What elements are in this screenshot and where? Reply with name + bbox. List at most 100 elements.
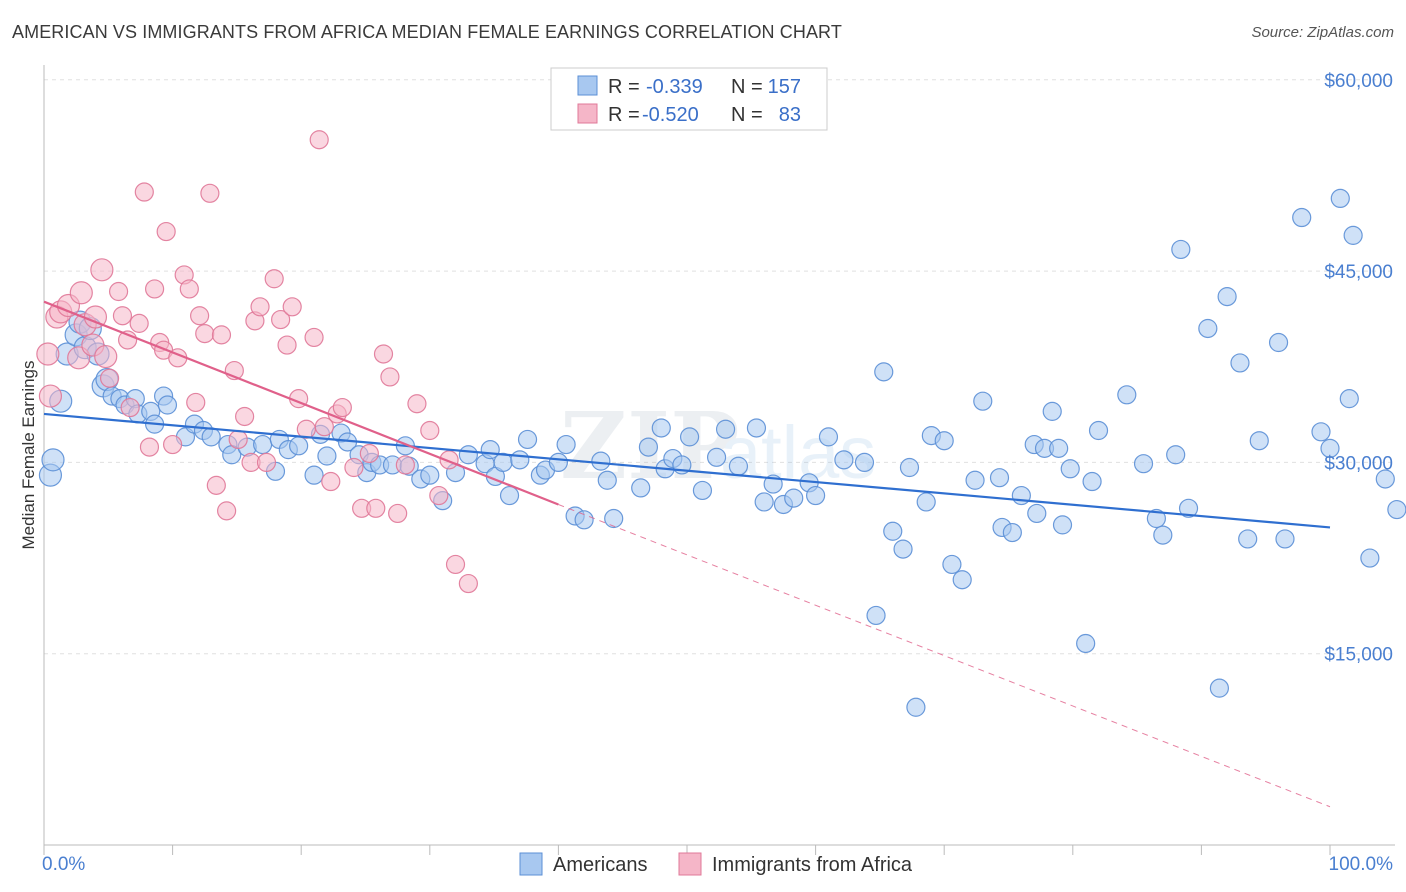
americans-point	[989, 468, 1010, 488]
americans-point	[1117, 385, 1137, 405]
legend-n-label-1: N =	[731, 76, 763, 98]
y-tick-label-1: $30,000	[1324, 453, 1393, 474]
africa-point	[195, 323, 215, 344]
africa-point	[120, 397, 140, 418]
americans-point	[834, 450, 854, 470]
americans-point	[1146, 508, 1166, 529]
africa-point	[264, 269, 284, 289]
americans-point	[1238, 529, 1258, 549]
africa-point	[217, 501, 237, 521]
bottom-swatch-americans	[519, 852, 543, 876]
africa-points	[36, 130, 478, 594]
watermark: ZIP atlas	[560, 392, 876, 500]
legend-n-label-2: N =	[731, 104, 763, 126]
africa-point	[420, 420, 440, 441]
americans-point	[854, 452, 875, 472]
africa-point	[373, 344, 394, 364]
americans-point	[651, 418, 671, 438]
africa-point	[94, 344, 118, 369]
americans-point	[1166, 445, 1186, 465]
africa-point	[277, 335, 297, 355]
africa-point	[200, 183, 220, 203]
americans-point	[1343, 225, 1363, 245]
americans-point	[510, 450, 530, 470]
americans-point	[1339, 389, 1359, 409]
legend-r-label-1: R =	[608, 76, 640, 98]
legend-swatch-africa	[577, 103, 598, 124]
africa-point	[458, 573, 478, 594]
africa-point	[380, 367, 400, 387]
americans-point	[728, 456, 749, 476]
americans-point	[317, 446, 337, 466]
americans-point	[942, 554, 962, 575]
americans-point	[746, 418, 767, 438]
africa-point	[134, 182, 154, 202]
americans-point	[893, 539, 913, 559]
africa-point	[314, 417, 334, 437]
x-tick-labels: 0.0% 100.0%	[42, 854, 1393, 875]
americans-point	[706, 447, 727, 467]
africa-point	[429, 485, 449, 506]
africa-point	[282, 297, 302, 317]
africa-point	[144, 279, 165, 299]
y-tick-label-3: $60,000	[1324, 71, 1393, 92]
americans-point	[973, 391, 993, 411]
americans-point	[679, 427, 700, 447]
americans-point	[201, 427, 221, 447]
africa-point	[309, 130, 329, 150]
americans-point	[591, 451, 611, 471]
grid-lines	[44, 79, 1395, 655]
americans-point	[1042, 401, 1062, 421]
americans-point	[304, 465, 324, 485]
americans-point	[1088, 420, 1109, 441]
africa-point	[359, 443, 379, 464]
americans-point	[866, 605, 886, 626]
africa-point	[304, 327, 324, 348]
americans-point	[1198, 318, 1218, 339]
americans-point	[1375, 469, 1395, 489]
americans-point	[556, 434, 576, 455]
x-tick-label-1: 100.0%	[1329, 854, 1394, 875]
africa-point	[228, 429, 248, 450]
americans-point	[965, 470, 985, 490]
x-tick-label-0: 0.0%	[42, 854, 85, 875]
legend-n-value-americans: 157	[768, 76, 801, 98]
americans-point	[1082, 471, 1102, 492]
chart-title: AMERICAN VS IMMIGRANTS FROM AFRICA MEDIA…	[12, 22, 842, 42]
americans-point	[517, 429, 538, 450]
americans-point	[1320, 438, 1340, 458]
americans-point	[1330, 188, 1350, 209]
bottom-swatch-africa	[678, 852, 702, 876]
americans-point	[458, 445, 478, 465]
americans-point	[952, 570, 972, 590]
americans-point	[1311, 422, 1331, 442]
africa-point	[388, 503, 408, 524]
americans-point	[253, 434, 273, 455]
africa-point	[156, 221, 176, 242]
americans-point	[818, 427, 839, 447]
y-axis-label: Median Female Earnings	[19, 361, 38, 550]
americans-point	[906, 697, 926, 717]
americans-point	[604, 508, 624, 529]
americans-point	[754, 492, 774, 512]
americans-point	[1249, 431, 1269, 451]
legend-swatch-americans	[577, 75, 598, 96]
americans-point	[499, 485, 520, 506]
americans-point	[1133, 454, 1154, 474]
africa-point	[108, 281, 129, 302]
africa-point	[211, 325, 232, 345]
americans-point	[1178, 498, 1199, 518]
africa-point	[90, 258, 114, 282]
americans-point	[1292, 207, 1312, 228]
americans-points	[38, 188, 1406, 717]
americans-point	[574, 510, 594, 530]
americans-point	[1268, 332, 1289, 353]
legend-r-label-2: R =	[608, 104, 640, 126]
americans-point	[1360, 548, 1380, 568]
legend-r-value-africa: -0.520	[642, 104, 699, 126]
africa-point	[99, 368, 120, 388]
americans-point	[883, 521, 903, 541]
correlation-legend: R = -0.339 N = 157 R = -0.520 N = 83	[550, 67, 828, 131]
africa-point	[139, 437, 160, 457]
